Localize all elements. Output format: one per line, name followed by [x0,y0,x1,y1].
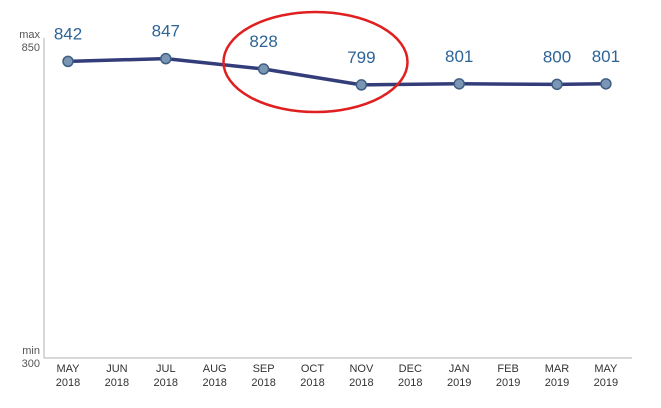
x-tick-year-label: 2019 [545,377,569,389]
series-line [66,56,608,87]
data-point-label: 800 [543,47,571,66]
x-tick-year-label: 2018 [105,377,129,389]
y-min-value: 300 [22,358,40,370]
y-max-word: max [19,29,40,41]
x-tick-year-label: 2019 [496,377,520,389]
data-point-marker [600,78,612,90]
data-point-marker [355,79,368,91]
x-tick-month-label: MAY [56,363,80,375]
x-tick-month-label: MAY [594,363,618,375]
x-tick-year-label: 2019 [447,377,471,389]
data-point-label: 828 [249,32,277,51]
x-tick-year-label: 2019 [594,377,618,389]
data-point-label: 799 [347,48,375,67]
x-tick-month-label: NOV [349,363,374,375]
x-tick-month-label: AUG [203,363,227,375]
x-tick-month-label: SEP [253,363,275,375]
y-min-word: min [22,345,40,357]
data-point-label: 801 [592,47,620,66]
x-tick-month-label: MAR [545,363,570,375]
y-max-value: 850 [22,42,40,54]
data-point-marker [551,78,563,91]
x-tick-year-label: 2018 [398,377,422,389]
x-tick-year-label: 2018 [56,377,80,389]
data-point-marker [160,52,172,65]
x-tick-month-label: FEB [497,363,518,375]
x-tick-year-label: 2018 [154,377,178,389]
data-point-label: 842 [54,24,82,43]
x-tick-month-label: DEC [399,363,422,375]
data-point-marker [257,63,270,75]
data-point-marker [453,78,465,90]
data-point-label: 847 [152,22,180,41]
x-tick-month-label: JAN [449,363,470,375]
x-tick-year-label: 2018 [349,377,373,389]
annotation-ellipse [222,10,409,114]
x-tick-month-label: OCT [301,363,325,375]
data-point-label: 801 [445,47,473,66]
data-point-marker [62,55,74,68]
x-tick-month-label: JUN [106,363,127,375]
x-tick-year-label: 2018 [300,377,324,389]
x-tick-month-label: JUL [156,363,176,375]
x-tick-year-label: 2018 [202,377,226,389]
x-tick-year-label: 2018 [251,377,275,389]
